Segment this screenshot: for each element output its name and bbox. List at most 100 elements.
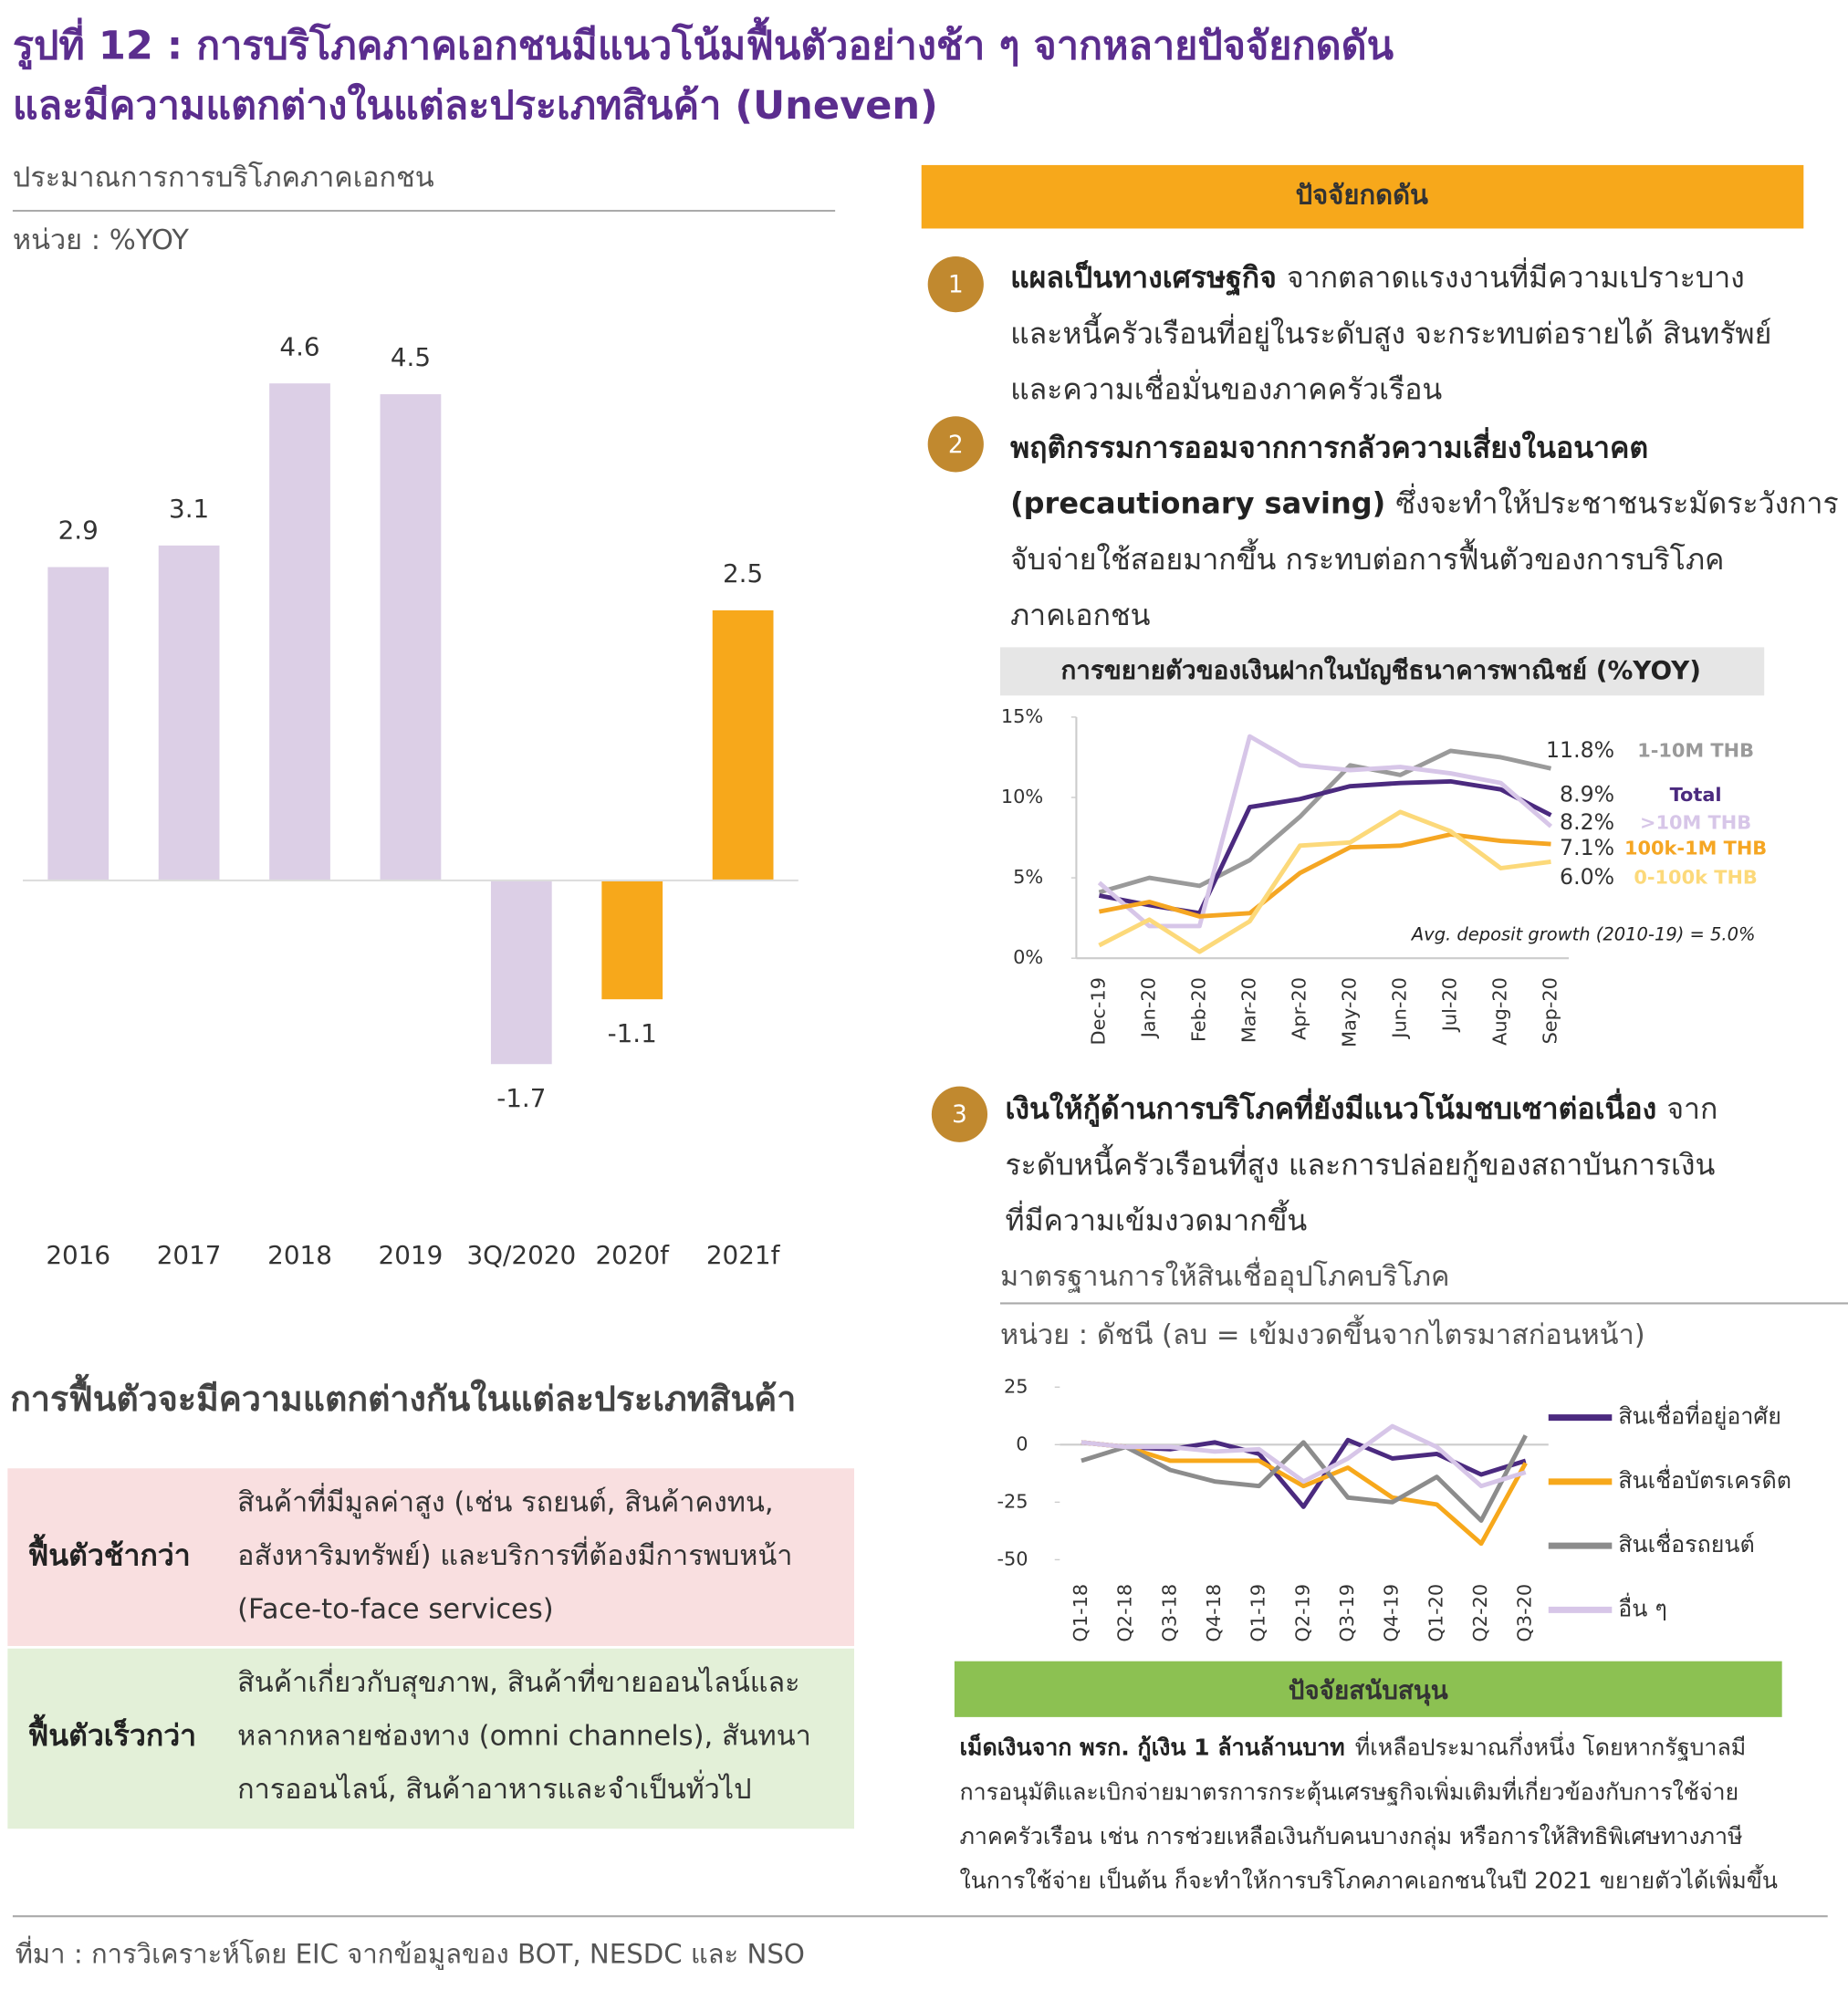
value-label: 4.5 [391, 342, 431, 372]
y-tick-label: 10% [1001, 786, 1043, 807]
x-tick-label: Q3-19 [1336, 1584, 1358, 1642]
table-title: การฟื้นตัวจะมีความแตกต่างกันในแต่ละประเภ… [10, 1373, 796, 1419]
x-tick-label: 2016 [46, 1240, 110, 1270]
paragraph-line: จับจ่ายใช้สอยมากขึ้น กระทบต่อการฟื้นตัวข… [1010, 538, 1724, 577]
support-title: ปัจจัยสนับสนุน [1289, 1675, 1448, 1706]
row-label: ฟื้นตัวช้ากว่า [28, 1534, 191, 1573]
value-label: 4.6 [279, 331, 319, 361]
paragraph-line: และความเชื่อมั่นของภาคครัวเรือน [1010, 369, 1442, 406]
bold-run: แผลเป็นทางเศรษฐกิจ [1010, 259, 1277, 297]
paragraph-line: การอนุมัติและเบิกจ่ายมาตรการกระตุ้นเศรษฐ… [959, 1776, 1738, 1806]
x-tick-label: Q1-19 [1248, 1584, 1269, 1642]
y-tick-label: 5% [1013, 866, 1043, 888]
chart-title: การขยายตัวของเงินฝากในบัญชีธนาคารพาณิชย์… [1060, 655, 1700, 685]
x-tick-label: Jul-20 [1438, 977, 1460, 1033]
bar [490, 880, 552, 1065]
table-row [7, 1468, 855, 1646]
value-label: 11.8% [1546, 737, 1614, 763]
x-tick-label: Mar-20 [1237, 977, 1259, 1043]
series-line [1098, 778, 1552, 916]
value-label: 2.9 [58, 516, 99, 546]
x-tick-label: Q2-19 [1291, 1584, 1313, 1642]
paragraph-line: ในการใช้จ่าย เป็นต้น ก็จะทำให้การบริโภคภ… [959, 1864, 1778, 1894]
paragraph-line: เม็ดเงินจาก พรก. กู้เงิน 1 ล้านล้านบาท ที… [959, 1732, 1746, 1763]
text-run: ที่เหลือประมาณกึ่งหนึ่ง โดยหากรัฐบาลมี [1355, 1732, 1747, 1761]
bar [380, 394, 442, 880]
row-label: ฟื้นตัวเร็วกว่า [28, 1714, 197, 1753]
legend-label: 0-100k THB [1634, 867, 1757, 889]
value-label: 6.0% [1560, 864, 1614, 890]
title-line: และมีความแตกต่างในแต่ละประเภทสินค้า (Une… [13, 82, 938, 129]
bar [601, 880, 663, 1000]
legend-label: อื่น ๆ [1618, 1592, 1667, 1621]
legend-label: >10M THB [1640, 812, 1751, 834]
x-tick-label: Q4-19 [1381, 1584, 1403, 1642]
text-run: ภาคครัวเรือน เช่น การช่วยเหลือเงินกับคนบ… [959, 1823, 1742, 1850]
x-tick-label: May-20 [1338, 977, 1360, 1047]
paragraph-line: เงินให้กู้ด้านการบริโภคที่ยังมีแนวโน้มชบ… [1006, 1088, 1718, 1128]
pressure-title: ปัจจัยกดดัน [1296, 180, 1428, 211]
text-run: การอนุมัติและเบิกจ่ายมาตรการกระตุ้นเศรษฐ… [959, 1776, 1738, 1806]
value-label: 8.2% [1560, 809, 1614, 835]
row-text: สินค้าเกี่ยวกับสุขภาพ, สินค้าที่ขายออนไล… [237, 1662, 800, 1700]
text-run: ระดับหนี้ครัวเรือนที่สูง และการปล่อยกู้ข… [1006, 1143, 1716, 1183]
paragraph-line: ภาคครัวเรือน เช่น การช่วยเหลือเงินกับคนบ… [959, 1823, 1742, 1850]
legend-label: สินเชื่อรถยนต์ [1618, 1528, 1755, 1558]
chart-unit: หน่วย : %YOY [13, 224, 189, 256]
legend-label: Total [1670, 784, 1722, 806]
support-header [954, 1661, 1782, 1717]
pressure-header [921, 164, 1804, 229]
x-tick-label: Q2-20 [1469, 1584, 1491, 1642]
value-label: 8.9% [1560, 782, 1614, 807]
x-tick-label: 3Q/2020 [466, 1240, 576, 1270]
number-badge [931, 1086, 988, 1142]
bar [269, 383, 330, 880]
text-run: ในการใช้จ่าย เป็นต้น ก็จะทำให้การบริโภคภ… [959, 1864, 1778, 1894]
x-tick-label: Dec-19 [1087, 977, 1109, 1045]
value-label: -1.1 [608, 1018, 657, 1048]
bold-run: เงินให้กู้ด้านการบริโภคที่ยังมีแนวโน้มชบ… [1006, 1088, 1657, 1128]
paragraph-line: (precautionary saving) ซึ่งจะทำให้ประชาชน… [1010, 484, 1839, 521]
bold-run: (precautionary saving) [1010, 486, 1385, 521]
paragraph-line: ระดับหนี้ครัวเรือนที่สูง และการปล่อยกู้ข… [1006, 1143, 1716, 1183]
paragraph-line: ที่มีความเข้มงวดมากขึ้น [1006, 1199, 1308, 1237]
legend-label: 1-10M THB [1637, 739, 1754, 761]
chart-unit: หน่วย : ดัชนี (ลบ = เข้มงวดขึ้นจากไตรมาส… [1000, 1314, 1645, 1351]
table-row [7, 1648, 855, 1829]
x-tick-label: 2020f [595, 1240, 670, 1270]
row-text: หลากหลายช่องทาง (omni channels), สันทนา [237, 1721, 811, 1753]
bold-run: เม็ดเงินจาก พรก. กู้เงิน 1 ล้านล้านบาท [959, 1734, 1344, 1763]
number-badge [927, 256, 984, 313]
series-line [1081, 1440, 1528, 1547]
text-run: และหนี้ครัวเรือนที่อยู่ในระดับสูง จะกระท… [1010, 312, 1771, 351]
number-badge [927, 416, 984, 473]
x-tick-label: Sep-20 [1539, 977, 1561, 1044]
x-tick-label: Apr-20 [1288, 977, 1310, 1040]
source: ที่มา : การวิเคราะห์โดย EIC จากข้อมูลของ… [16, 1935, 805, 1970]
x-tick-label: Q1-18 [1070, 1584, 1091, 1642]
y-tick-label: -25 [997, 1490, 1028, 1512]
text-run: และความเชื่อมั่นของภาคครัวเรือน [1010, 369, 1442, 406]
text-run: จาก [1666, 1091, 1717, 1126]
y-tick-label: 25 [1004, 1375, 1028, 1397]
number-label: 2 [948, 431, 964, 459]
y-tick-label: -50 [997, 1547, 1028, 1569]
y-tick-label: 15% [1001, 705, 1043, 727]
number-label: 1 [948, 271, 964, 299]
series-line [1097, 734, 1553, 929]
row-text: อสังหาริมทรัพย์) และบริการที่ต้องมีการพบ… [237, 1536, 792, 1572]
y-tick-label: 0 [1016, 1433, 1028, 1454]
series-line [1098, 748, 1552, 895]
number-label: 3 [952, 1100, 967, 1129]
title-line: รูปที่ 12 : การบริโภคภาคเอกชนมีแนวโน้มฟื… [13, 16, 1394, 69]
legend-label: สินเชื่อที่อยู่อาศัย [1618, 1401, 1781, 1431]
series-line [1098, 809, 1551, 954]
row-text: การออนไลน์, สินค้าอาหารและจำเป็นทั่วไป [237, 1769, 752, 1806]
legend-label: 100k-1M THB [1624, 838, 1767, 860]
x-tick-label: 2018 [267, 1240, 332, 1270]
row-text: สินค้าที่มีมูลค่าสูง (เช่น รถยนต์, สินค้… [237, 1483, 774, 1519]
text-run: จากตลาดแรงงานที่มีความเปราะบาง [1287, 257, 1745, 295]
x-tick-label: Aug-20 [1488, 977, 1510, 1046]
value-label: -1.7 [496, 1083, 546, 1113]
series-line [1098, 832, 1551, 919]
